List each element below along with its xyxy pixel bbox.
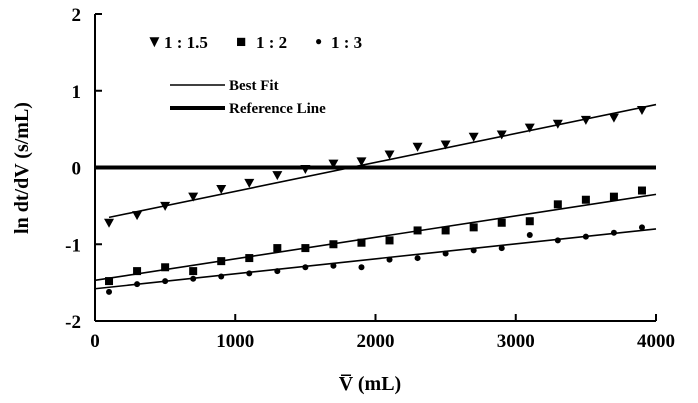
data-point-circle [610,229,617,236]
best-fit-line [108,103,657,219]
data-point-triangle [608,113,619,123]
legend-best-fit-label: Best Fit [229,78,279,94]
legend-reference-label: Reference Line [229,101,326,117]
data-point-circle [302,264,309,271]
data-point-square [133,267,142,276]
data-point-square [357,238,366,247]
data-point-triangle [580,115,591,125]
y-tick-label: 2 [72,5,82,26]
x-tick-label: 1000 [216,331,254,352]
y-axis-label: ln dt/dV (s/mL) [11,102,33,234]
data-point-triangle [524,123,535,133]
y-tick-label: 1 [72,82,82,103]
x-axis-label: V̅ (mL) [339,373,401,395]
data-point-triangle [244,178,255,188]
legend-marker-circle: ● [315,34,322,48]
legend-marker-triangle: ▼ [146,32,163,51]
data-point-square [105,277,114,286]
data-points-layer [104,105,647,295]
data-point-triangle [188,192,199,202]
data-point-triangle [440,140,451,150]
y-tick-label: 0 [72,159,82,180]
data-point-square [385,236,394,245]
data-point-circle [330,262,337,269]
x-tick-label: 3000 [497,331,535,352]
data-point-circle [218,273,225,280]
data-point-circle [190,275,197,282]
data-point-square [525,217,534,226]
data-point-triangle [468,132,479,142]
data-point-square [497,218,506,227]
data-point-circle [638,224,645,231]
data-point-circle [134,281,141,288]
best-fit-line [94,228,657,290]
data-point-circle [246,270,253,277]
legend-label-1-3: 1 : 3 [331,33,362,52]
data-point-triangle [300,165,311,175]
data-point-triangle [356,157,367,167]
x-tick-label: 2000 [357,331,395,352]
data-point-square [441,226,450,235]
data-point-circle [162,278,169,285]
legend-label-1-1.5: 1 : 1.5 [164,33,208,52]
data-point-square [301,244,310,253]
x-tick-label: 4000 [637,331,675,352]
data-point-circle [526,232,533,239]
data-point-triangle [636,105,647,115]
data-point-circle [386,256,393,263]
data-point-circle [582,233,589,240]
data-point-circle [470,247,477,254]
legend-label-1-2: 1 : 2 [256,33,287,52]
data-point-circle [358,264,365,271]
data-point-triangle [132,211,143,221]
data-point-triangle [496,130,507,140]
data-point-triangle [216,184,227,194]
best-fit-lines-layer [94,103,657,290]
axis-ticks-layer: 0 1000 2000 3000 4000 -2 -1 0 1 2 [65,5,675,352]
data-point-triangle [104,218,115,228]
data-point-square [581,195,590,204]
data-point-square [637,186,646,195]
data-point-square [189,267,198,276]
x-tick-label: 0 [90,331,100,352]
data-point-circle [498,245,505,252]
data-point-square [273,244,282,253]
y-tick-label: -1 [65,235,81,256]
data-point-square [161,263,170,272]
data-point-circle [414,255,421,262]
data-point-circle [274,268,281,275]
data-point-triangle [272,171,283,181]
legend-marker-square: ■ [236,32,246,51]
legend: ▼ 1 : 1.5 ■ 1 : 2 ● 1 : 3 Best Fit Refer… [146,32,362,117]
data-point-triangle [552,119,563,129]
data-point-square [553,200,562,209]
best-fit-line [94,193,657,282]
data-point-square [217,257,226,266]
data-point-square [245,254,254,263]
data-point-triangle [328,159,339,169]
data-point-square [469,223,478,232]
data-point-circle [554,237,561,244]
data-point-square [609,192,618,201]
data-point-square [413,226,422,235]
data-point-triangle [160,201,171,211]
data-point-triangle [384,150,395,160]
data-point-circle [442,250,449,257]
y-tick-label: -2 [65,312,81,333]
data-point-square [329,240,338,249]
data-point-triangle [412,142,423,152]
data-point-circle [106,288,113,295]
